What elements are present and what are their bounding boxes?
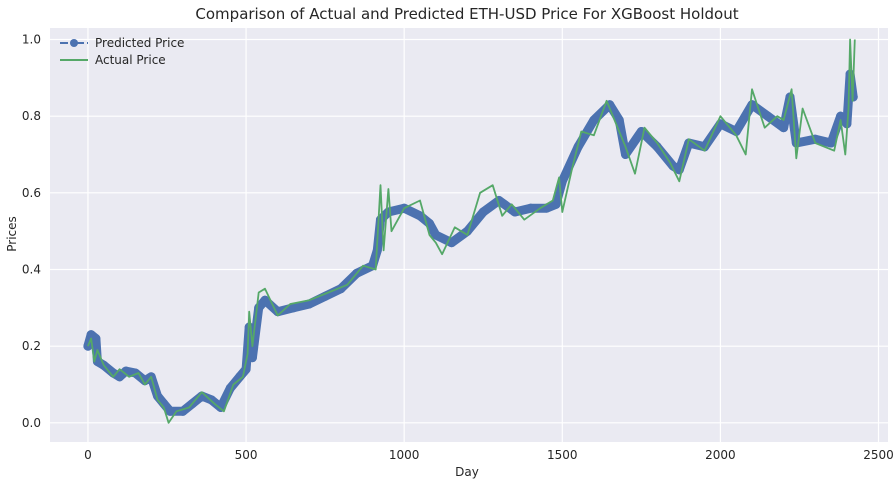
predicted-price-marker [614, 115, 624, 125]
predicted-price-marker [91, 334, 101, 343]
predicted-price-marker [383, 207, 393, 217]
predicted-price-marker [115, 372, 125, 382]
y-axis-label: Prices [5, 216, 19, 252]
x-tick-label: 1000 [389, 448, 420, 462]
predicted-price-marker [431, 230, 441, 240]
legend-predicted-marker [70, 39, 78, 47]
predicted-price-marker [589, 115, 599, 125]
actual-price-line [87, 38, 856, 424]
x-tick-label: 500 [235, 448, 258, 462]
x-tick-label: 1500 [547, 448, 578, 462]
predicted-price-marker [165, 406, 175, 416]
predicted-price-marker [375, 215, 385, 225]
predicted-price-marker [826, 138, 836, 148]
y-tick-label: 0.0 [22, 416, 41, 430]
y-tick-label: 0.8 [22, 109, 41, 123]
predicted-price-marker [254, 303, 264, 313]
y-axis-ticks: 0.0 0.2 0.4 0.6 0.8 1.0 [22, 33, 41, 430]
chart-title: Comparison of Actual and Predicted ETH-U… [195, 5, 738, 23]
predicted-price-marker [304, 299, 314, 309]
x-axis-label: Day [455, 465, 479, 479]
x-tick-label: 0 [84, 448, 92, 462]
predicted-price-marker [526, 203, 536, 213]
predicted-price-marker [551, 199, 561, 209]
legend: Predicted Price Actual Price [60, 36, 184, 67]
predicted-price-marker [478, 207, 488, 217]
y-tick-label: 0.4 [22, 263, 41, 277]
x-tick-label: 2000 [705, 448, 736, 462]
predicted-price-marker [415, 211, 425, 221]
y-tick-label: 0.2 [22, 339, 41, 353]
predicted-price-marker [779, 123, 789, 133]
x-tick-label: 2500 [863, 448, 894, 462]
x-axis-ticks: 0 500 1000 1500 2000 2500 [84, 448, 894, 462]
predicted-price-marker [652, 142, 662, 152]
predicted-price-marker [763, 111, 773, 121]
predicted-price-marker [836, 111, 846, 121]
predicted-price-marker [235, 372, 245, 382]
plot-lines [83, 38, 858, 424]
predicted-price-marker [260, 295, 270, 305]
legend-actual-label: Actual Price [95, 53, 166, 67]
y-tick-label: 1.0 [22, 33, 41, 47]
y-tick-label: 0.6 [22, 186, 41, 200]
legend-predicted-label: Predicted Price [95, 36, 184, 50]
grid [50, 28, 888, 442]
predicted-price-marker [288, 303, 298, 313]
predicted-price-marker [247, 353, 257, 363]
